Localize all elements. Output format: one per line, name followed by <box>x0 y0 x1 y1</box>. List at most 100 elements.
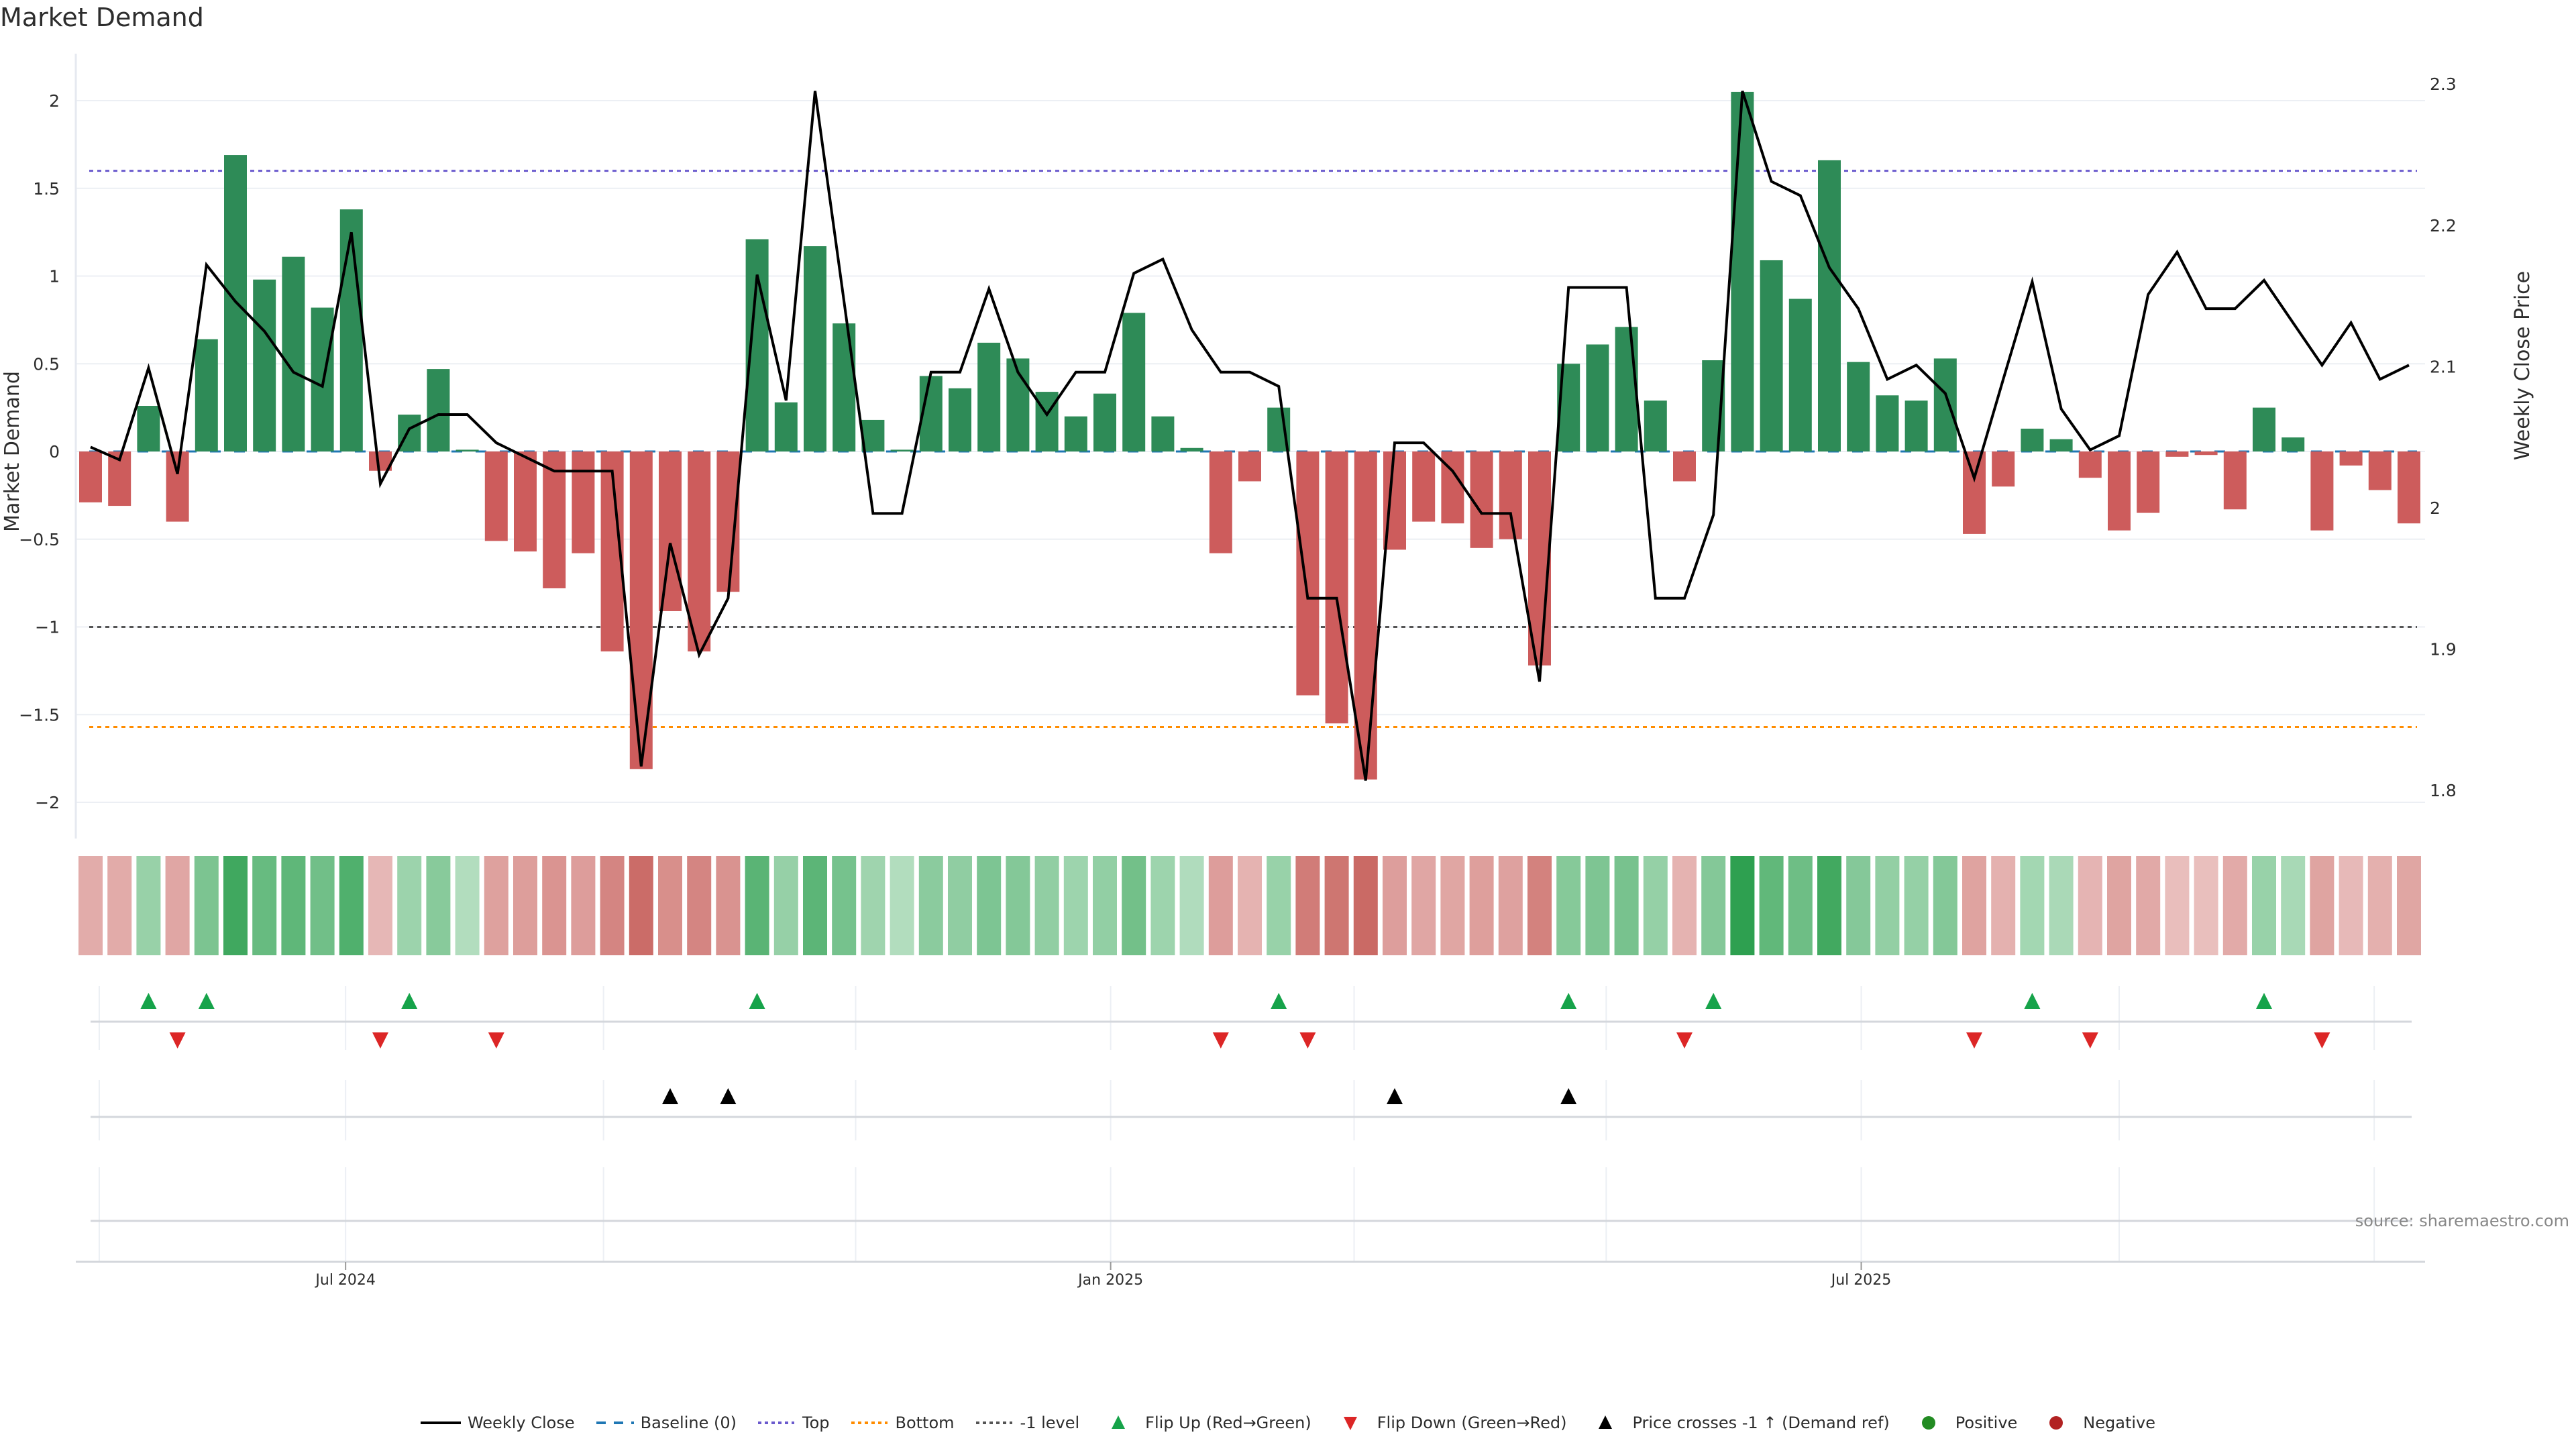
y2-axis-title: Weekly Close Price <box>2511 271 2534 460</box>
heat-cell <box>281 856 306 955</box>
demand-bar <box>1470 451 1493 548</box>
heat-cell <box>2310 856 2334 955</box>
demand-bar <box>1586 344 1609 451</box>
flip-up-marker <box>2024 993 2041 1009</box>
demand-bar <box>1992 451 2015 487</box>
heat-cell <box>1498 856 1523 955</box>
demand-bar <box>1876 395 1899 451</box>
heat-cell <box>1238 856 1262 955</box>
heat-cell <box>1904 856 1929 955</box>
heat-cell <box>2194 856 2218 955</box>
heat-cell <box>1730 856 1755 955</box>
legend-item[interactable]: Price crosses -1 ↑ (Demand ref) <box>1585 1413 1890 1433</box>
demand-bar <box>572 451 595 553</box>
flip-down-marker <box>2082 1032 2098 1049</box>
demand-bar <box>1904 400 1928 451</box>
flip-down-marker <box>1299 1032 1316 1049</box>
y2-tick-label: 1.9 <box>2430 640 2457 659</box>
legend-label: Flip Up (Red→Green) <box>1145 1413 1311 1432</box>
heat-cell <box>745 856 769 955</box>
demand-bar <box>659 451 682 611</box>
heat-cell <box>1122 856 1146 955</box>
flip-down-marker <box>1212 1032 1229 1049</box>
heat-cell <box>78 856 103 955</box>
legend-item[interactable]: Flip Down (Green→Red) <box>1330 1413 1566 1433</box>
dash-line-icon <box>596 1421 634 1424</box>
demand-bar <box>833 323 856 451</box>
y-tick-label: 0 <box>49 442 60 462</box>
legend-item[interactable]: Bottom <box>849 1413 955 1433</box>
heat-cell <box>571 856 596 955</box>
demand-bar <box>1180 447 1203 451</box>
y-tick-label: 1.5 <box>33 179 60 199</box>
heat-cell <box>1267 856 1291 955</box>
heat-cell <box>890 856 914 955</box>
heat-cell <box>513 856 537 955</box>
demand-bar <box>629 451 653 769</box>
triangle-up-green-icon <box>1112 1415 1126 1429</box>
flip-up-marker <box>2256 993 2272 1009</box>
demand-bar <box>484 451 508 541</box>
x-tick-label: Jul 2025 <box>1830 1272 1892 1289</box>
demand-bar <box>2398 451 2420 524</box>
triangle-down-red-icon <box>1343 1417 1357 1430</box>
y2-tick-label: 2 <box>2430 498 2440 518</box>
y-tick-label: −2 <box>35 793 60 812</box>
heat-cell <box>1034 856 1059 955</box>
flip-down-marker <box>2314 1032 2330 1049</box>
demand-bar <box>253 279 276 451</box>
flip-up-marker <box>198 993 215 1009</box>
demand-bar <box>1325 451 1348 724</box>
legend-item[interactable]: Flip Up (Red→Green) <box>1098 1413 1311 1433</box>
legend-item[interactable]: Top <box>755 1413 830 1433</box>
flip-up-marker <box>1705 993 1722 1009</box>
heat-cell <box>194 856 219 955</box>
price-cross-marker <box>662 1088 678 1104</box>
demand-bar <box>1064 416 1087 451</box>
flip-down-marker <box>372 1032 388 1049</box>
legend-item[interactable]: Negative <box>2036 1413 2155 1433</box>
legend-item[interactable]: Weekly Close <box>420 1413 575 1433</box>
demand-bar <box>166 451 189 522</box>
demand-bar <box>2282 437 2305 451</box>
demand-bar <box>1093 393 1116 451</box>
price-cross-marker <box>720 1088 737 1104</box>
weekly-close-series <box>90 91 2410 781</box>
heat-cell <box>773 856 798 955</box>
heat-cell <box>310 856 335 955</box>
y-tick-label: 0.5 <box>33 354 60 374</box>
heat-cell <box>861 856 885 955</box>
demand-bar <box>427 369 450 451</box>
x-tick-label: Jul 2024 <box>314 1272 376 1289</box>
demand-bar <box>2021 429 2044 451</box>
heat-cell <box>1614 856 1639 955</box>
demand-bar <box>514 451 537 552</box>
demand-bar <box>1151 416 1175 451</box>
y2-tick-label: 2.2 <box>2430 216 2457 235</box>
heat-cell <box>629 856 653 955</box>
heat-cell <box>2020 856 2045 955</box>
legend-label: Baseline (0) <box>640 1413 737 1432</box>
demand-bar <box>455 449 479 451</box>
flip-up-marker <box>1560 993 1577 1009</box>
heat-cell <box>368 856 392 955</box>
heat-cell <box>1556 856 1581 955</box>
heat-cell <box>2078 856 2102 955</box>
heat-cell <box>1759 856 1784 955</box>
demand-bar <box>1499 451 1522 539</box>
demand-bar <box>949 388 971 451</box>
demand-bar <box>2165 451 2189 457</box>
legend-item[interactable]: Baseline (0) <box>594 1413 737 1433</box>
heat-cell <box>1383 856 1407 955</box>
heat-cell <box>1933 856 1957 955</box>
heat-cell <box>2107 856 2131 955</box>
legend-item[interactable]: Positive <box>1909 1413 2017 1433</box>
heat-cell <box>1875 856 1900 955</box>
demand-bar <box>2108 451 2131 531</box>
heat-cell <box>484 856 508 955</box>
legend-item[interactable]: -1 level <box>973 1413 1079 1433</box>
heat-cell <box>1179 856 1204 955</box>
heat-cell <box>1527 856 1552 955</box>
heat-cell <box>687 856 712 955</box>
triangle-up-black-icon <box>1599 1415 1613 1429</box>
